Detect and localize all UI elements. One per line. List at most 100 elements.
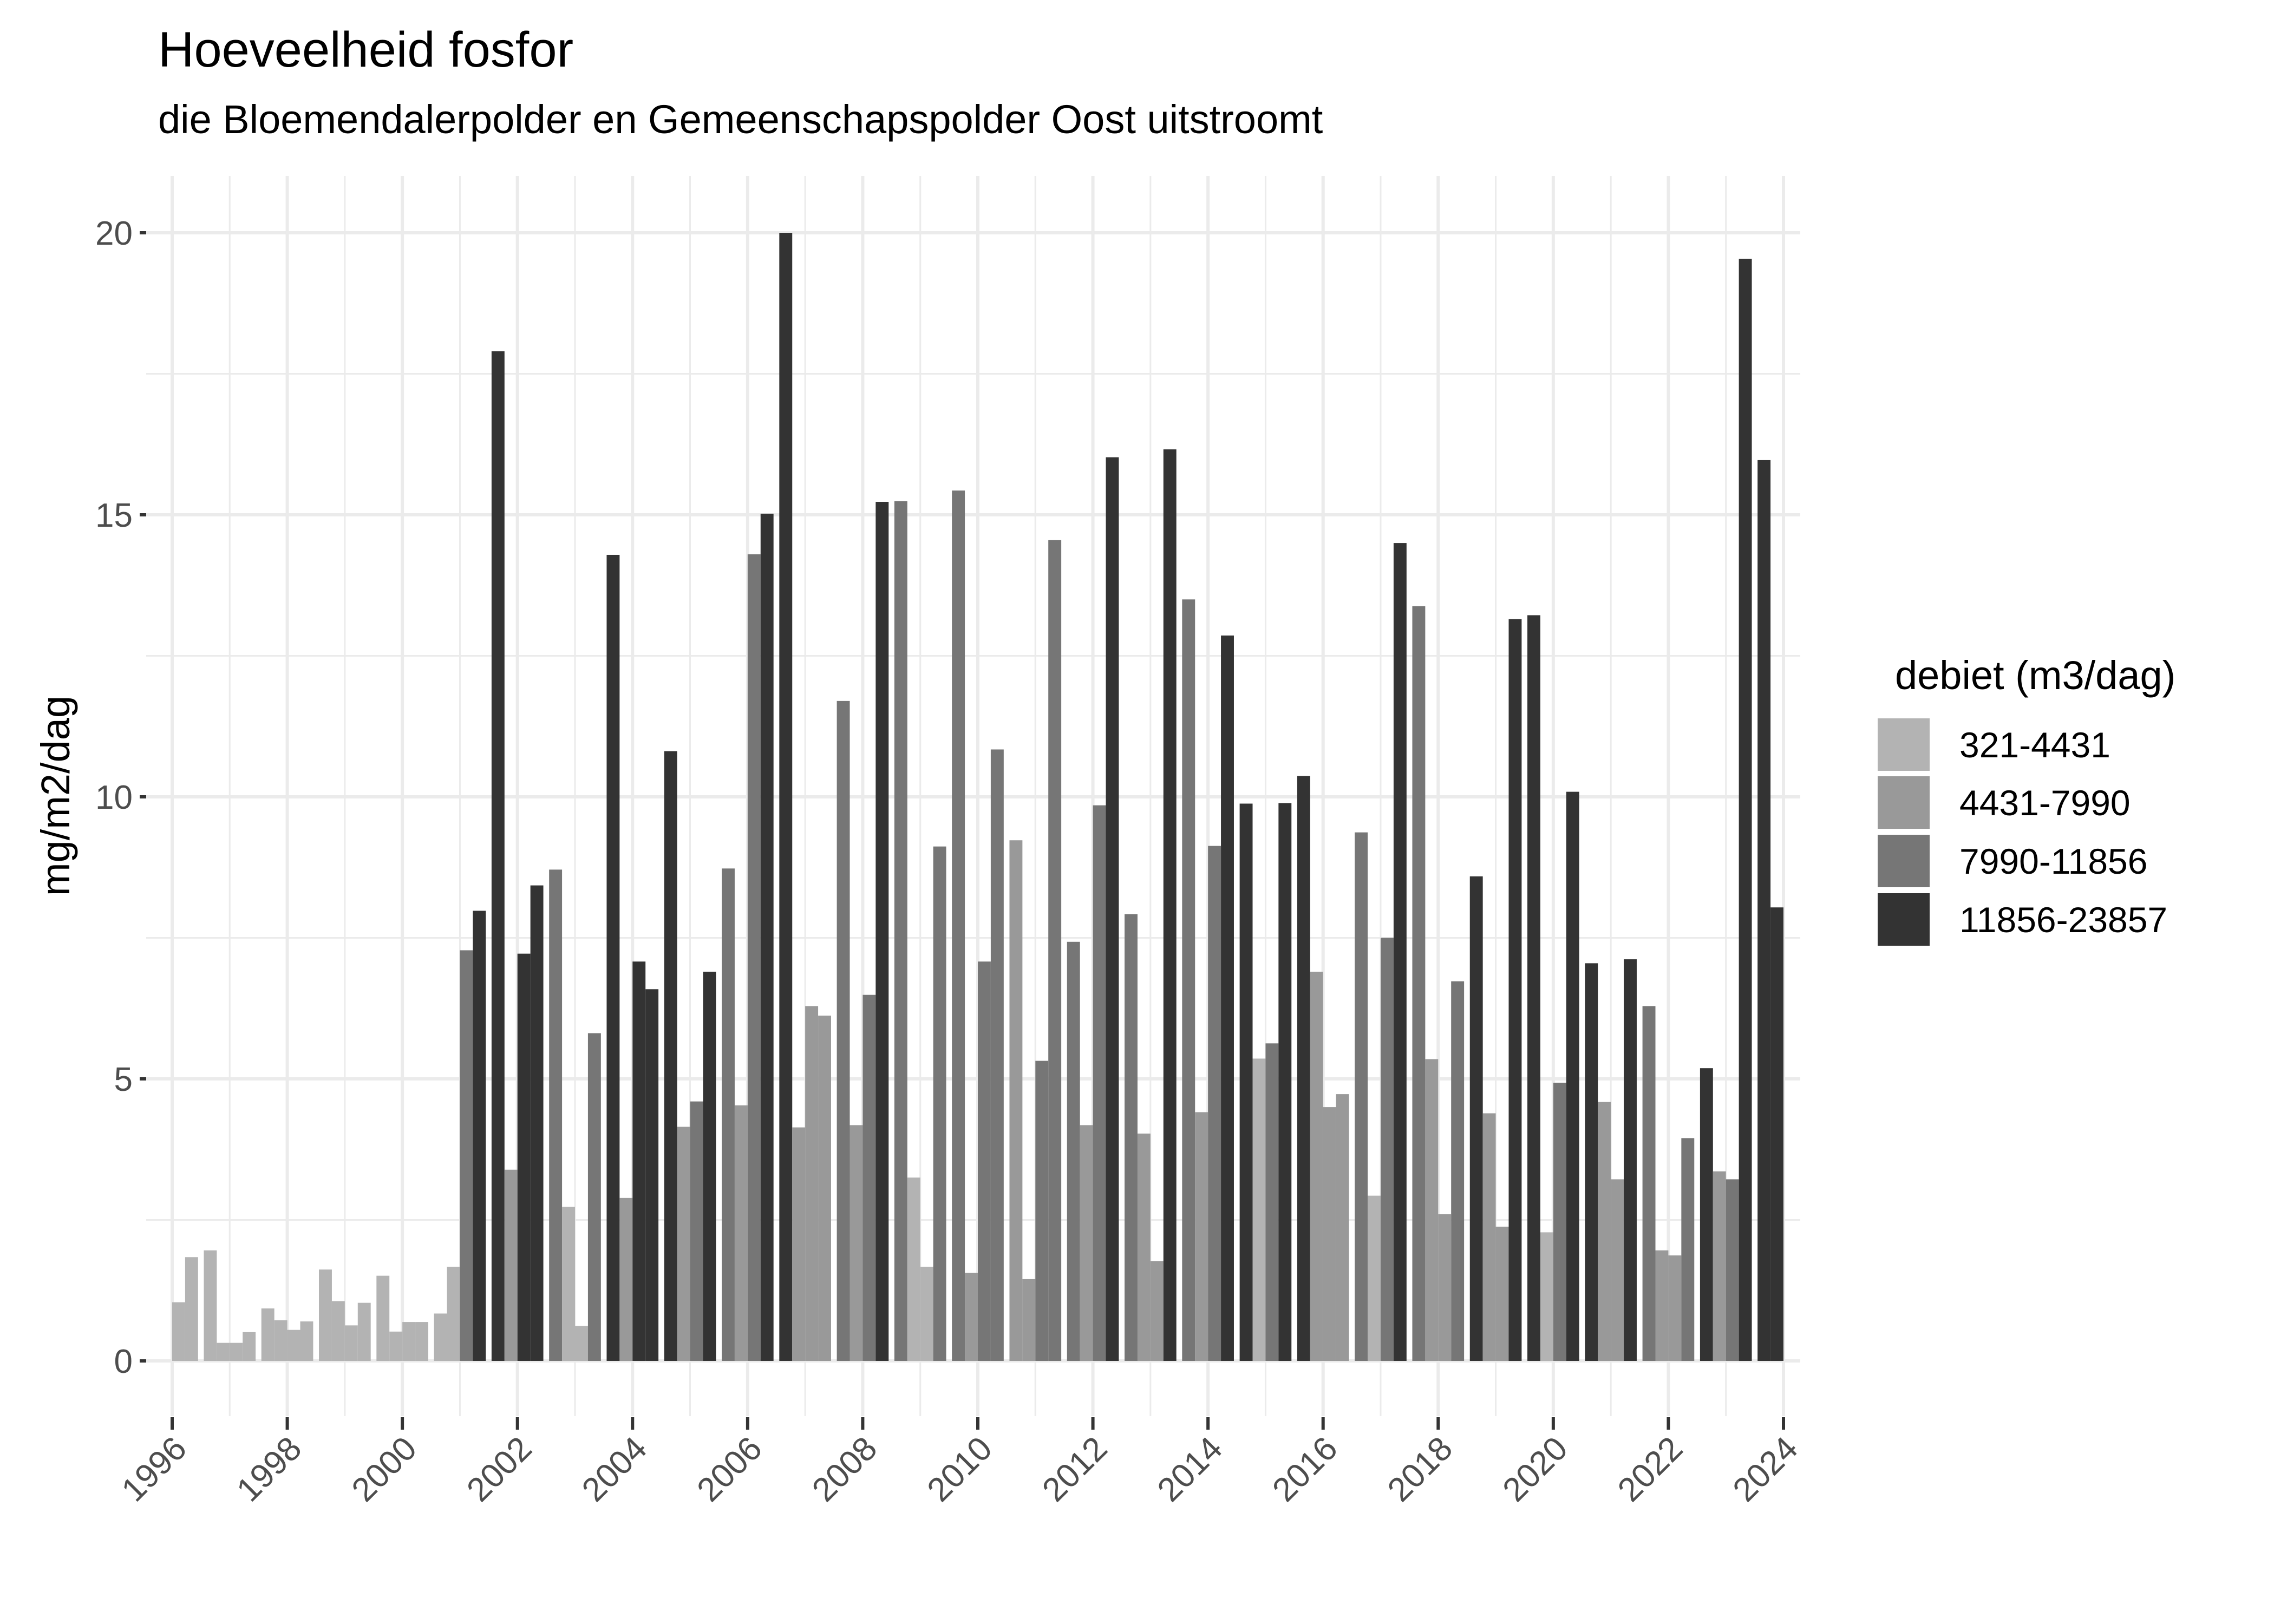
bar [1412, 606, 1426, 1361]
bar [862, 994, 876, 1361]
bar [920, 1266, 933, 1361]
bar [549, 869, 563, 1361]
bar [300, 1321, 313, 1361]
bar [1770, 907, 1783, 1361]
bar [792, 1127, 806, 1361]
bar [185, 1257, 198, 1361]
y-axis-label: mg/m2/dag [33, 696, 78, 896]
bar [319, 1269, 332, 1361]
bar [1713, 1171, 1726, 1361]
bar [606, 554, 620, 1361]
bar [1323, 1107, 1336, 1361]
bar [1451, 981, 1465, 1361]
legend-item: 4431-7990 [1878, 776, 2131, 829]
bar [575, 1326, 588, 1361]
bar [875, 502, 889, 1361]
x-tick-label: 1998 [230, 1430, 309, 1509]
x-tick-label: 2002 [460, 1430, 539, 1509]
bar [357, 1302, 371, 1361]
bar [1163, 449, 1177, 1361]
bar [562, 1207, 575, 1361]
bar [243, 1332, 256, 1361]
bars [172, 233, 1783, 1361]
y-tick-label: 5 [114, 1061, 133, 1098]
bar [434, 1313, 447, 1361]
legend-label: 321-4431 [1959, 724, 2110, 765]
bar [1624, 959, 1637, 1361]
x-tick-label: 2000 [345, 1430, 424, 1509]
y-tick-label: 10 [95, 779, 133, 816]
legend-label: 7990-11856 [1959, 841, 2148, 881]
bar [1239, 803, 1253, 1361]
bar [747, 554, 761, 1361]
x-tick-label: 2014 [1151, 1430, 1230, 1509]
bar [1655, 1250, 1669, 1361]
bar [1700, 1068, 1713, 1361]
bar [990, 749, 1004, 1361]
legend-label: 4431-7990 [1959, 782, 2131, 823]
bar [217, 1343, 230, 1361]
bar [1368, 1195, 1381, 1361]
bar [1080, 1125, 1093, 1361]
bar [850, 1125, 863, 1361]
bar [1106, 457, 1119, 1361]
bar [1009, 840, 1023, 1361]
x-tick-label: 2024 [1726, 1430, 1805, 1509]
bar [1668, 1255, 1682, 1361]
bar [933, 846, 946, 1361]
bar [722, 868, 735, 1361]
bar [1048, 540, 1062, 1361]
bar [530, 885, 544, 1361]
x-tick-label: 2022 [1611, 1430, 1690, 1509]
bar [1252, 1058, 1266, 1361]
bar [1611, 1179, 1624, 1361]
gridlines [146, 176, 1800, 1416]
legend-item: 7990-11856 [1878, 835, 2147, 887]
bar [473, 911, 486, 1361]
legend-title: debiet (m3/dag) [1895, 653, 2176, 698]
bar [1527, 615, 1540, 1361]
bar [779, 233, 793, 1361]
bar [1221, 635, 1234, 1361]
bar [1642, 1006, 1656, 1361]
bar [1265, 1043, 1279, 1361]
bar [677, 1127, 690, 1361]
legend-swatch [1878, 776, 1930, 829]
x-tick-label: 2010 [920, 1430, 999, 1509]
bar [805, 1006, 819, 1361]
x-tick-label: 1996 [115, 1430, 194, 1509]
bar [376, 1275, 390, 1361]
bar [894, 501, 907, 1361]
legend-item: 321-4431 [1878, 718, 2110, 771]
bar [734, 1105, 748, 1361]
bar [1726, 1179, 1739, 1361]
x-tick-label: 2016 [1265, 1430, 1344, 1509]
bar [952, 490, 965, 1361]
bar [1585, 963, 1598, 1361]
bar [619, 1197, 633, 1361]
x-tick-label: 2018 [1381, 1430, 1460, 1509]
x-tick-label: 2006 [690, 1430, 769, 1509]
bar [1137, 1134, 1151, 1361]
bar [1195, 1112, 1208, 1361]
y-tick-label: 0 [114, 1343, 133, 1380]
bar [261, 1308, 275, 1361]
bar [645, 989, 659, 1361]
bar [1022, 1279, 1036, 1361]
bar [760, 513, 774, 1361]
bar [978, 961, 991, 1361]
bar [632, 961, 646, 1361]
bar [818, 1016, 831, 1361]
bar [517, 953, 531, 1361]
bar [1310, 972, 1323, 1361]
bar [1598, 1102, 1611, 1361]
bar [703, 972, 716, 1361]
bar [1093, 805, 1106, 1361]
bar [1381, 938, 1394, 1361]
bar [415, 1322, 428, 1361]
bar [1495, 1227, 1509, 1361]
x-tick-label: 2020 [1495, 1430, 1574, 1509]
bar [1278, 803, 1292, 1361]
x-tick-label: 2008 [805, 1430, 884, 1509]
bar [1553, 1083, 1566, 1361]
